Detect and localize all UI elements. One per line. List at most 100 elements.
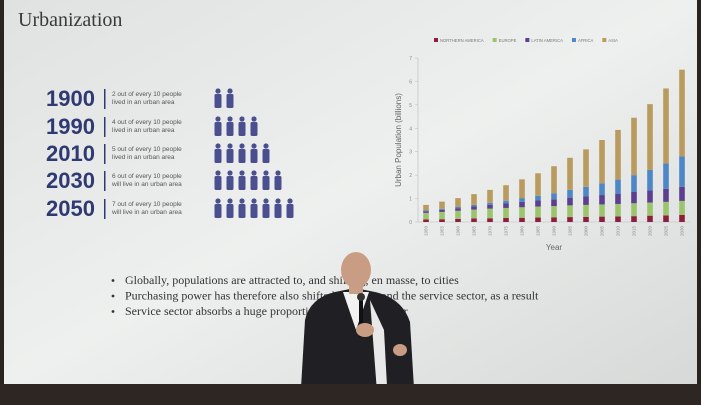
bar-segment (679, 187, 685, 201)
year: 1990 (46, 114, 95, 139)
bar-segment (599, 183, 605, 195)
y-tick-label: 2 (409, 173, 412, 179)
legend-label: ASIA (608, 38, 618, 43)
legend-label: EUROPE (499, 38, 517, 43)
person-icon-body (227, 149, 234, 163)
x-tick-label: 1980 (520, 226, 525, 237)
x-tick-label: 1990 (552, 226, 557, 237)
legend-swatch (602, 38, 606, 42)
legend-swatch (572, 38, 576, 42)
bar-segment (455, 211, 461, 219)
person-icon-head (215, 170, 220, 175)
legend-swatch (434, 38, 438, 42)
person-icon-body (239, 122, 246, 136)
bar-segment (663, 215, 669, 222)
x-tick-label: 1970 (488, 226, 493, 237)
y-tick-label: 3 (409, 150, 412, 156)
person-icon-head (251, 116, 256, 121)
year: 2010 (46, 141, 95, 166)
bar-segment (615, 180, 621, 194)
person-icon-body (275, 176, 282, 190)
bar-segment (487, 209, 493, 219)
bar-segment (679, 156, 685, 186)
stat-text: 2 out of every 10 people (112, 91, 182, 98)
bar-segment (663, 88, 669, 163)
year: 2030 (46, 168, 95, 193)
person-icon-body (215, 122, 222, 136)
bar-segment (679, 201, 685, 215)
bar-segment (455, 207, 461, 208)
floor (0, 384, 701, 405)
bar-segment (647, 190, 653, 202)
person-icon-head (287, 198, 292, 203)
x-tick-label: 2030 (680, 226, 685, 237)
person-icon-head (263, 198, 268, 203)
x-axis-label: Year (546, 243, 563, 252)
bar-segment (551, 199, 557, 206)
bar-segment (615, 204, 621, 216)
person-icon-body (239, 149, 246, 163)
person-icon-body (239, 176, 246, 190)
stat-text: 7 out of every 10 people (112, 201, 182, 208)
bar-segment (471, 218, 477, 222)
bar-segment (423, 205, 429, 211)
bar-segment (631, 216, 637, 222)
x-tick-label: 2005 (600, 226, 605, 237)
x-tick-label: 1950 (424, 226, 429, 237)
divider (104, 117, 106, 137)
bar-segment (599, 140, 605, 183)
bar-segment (567, 190, 573, 198)
x-tick-label: 1955 (440, 226, 445, 237)
bar-segment (567, 198, 573, 206)
legend-label: LATIN AMERICA (531, 38, 563, 43)
bar-segment (551, 166, 557, 193)
bar-segment (615, 130, 621, 180)
hand (393, 344, 407, 356)
bar-segment (503, 201, 509, 204)
person-icon-head (239, 198, 244, 203)
x-tick-label: 2010 (616, 226, 621, 237)
bar-segment (423, 211, 429, 212)
bar-segment (455, 198, 461, 207)
bar-segment (583, 149, 589, 186)
person-icon-head (239, 116, 244, 121)
x-tick-label: 1960 (456, 226, 461, 237)
bar-segment (615, 194, 621, 204)
bar-segment (439, 219, 445, 222)
bar-segment (615, 216, 621, 222)
bar-segment (423, 213, 429, 220)
bar-segment (567, 158, 573, 190)
bar-segment (631, 118, 637, 175)
y-tick-label: 0 (409, 220, 412, 226)
bar-segment (455, 208, 461, 211)
person-icon-body (239, 204, 246, 218)
bar-segment (551, 193, 557, 199)
bar-segment (535, 207, 541, 218)
person-icon-head (275, 198, 280, 203)
bar-segment (679, 70, 685, 157)
bar-segment (583, 187, 589, 197)
divider (104, 144, 106, 164)
legend-swatch (525, 38, 529, 42)
stat-text: 4 out of every 10 people (112, 119, 182, 126)
bullet-dot (112, 310, 115, 313)
stat-text: will live in an urban area (111, 209, 182, 216)
bar-segment (535, 218, 541, 222)
divider (104, 89, 106, 109)
x-tick-label: 1975 (504, 226, 509, 237)
y-tick-label: 6 (409, 79, 412, 85)
person-icon-head (215, 143, 220, 148)
bullet-dot (112, 295, 115, 298)
person-icon-body (275, 204, 282, 218)
y-tick-label: 5 (409, 103, 412, 109)
bar-segment (423, 211, 429, 213)
person-icon-head (251, 143, 256, 148)
person-icon-body (227, 176, 234, 190)
bar-segment (583, 196, 589, 204)
person-icon-body (287, 204, 294, 218)
bar-segment (519, 198, 525, 202)
bar-segment (503, 208, 509, 218)
bar-segment (519, 207, 525, 218)
stat-text: 5 out of every 10 people (112, 146, 182, 153)
bar-segment (583, 217, 589, 222)
